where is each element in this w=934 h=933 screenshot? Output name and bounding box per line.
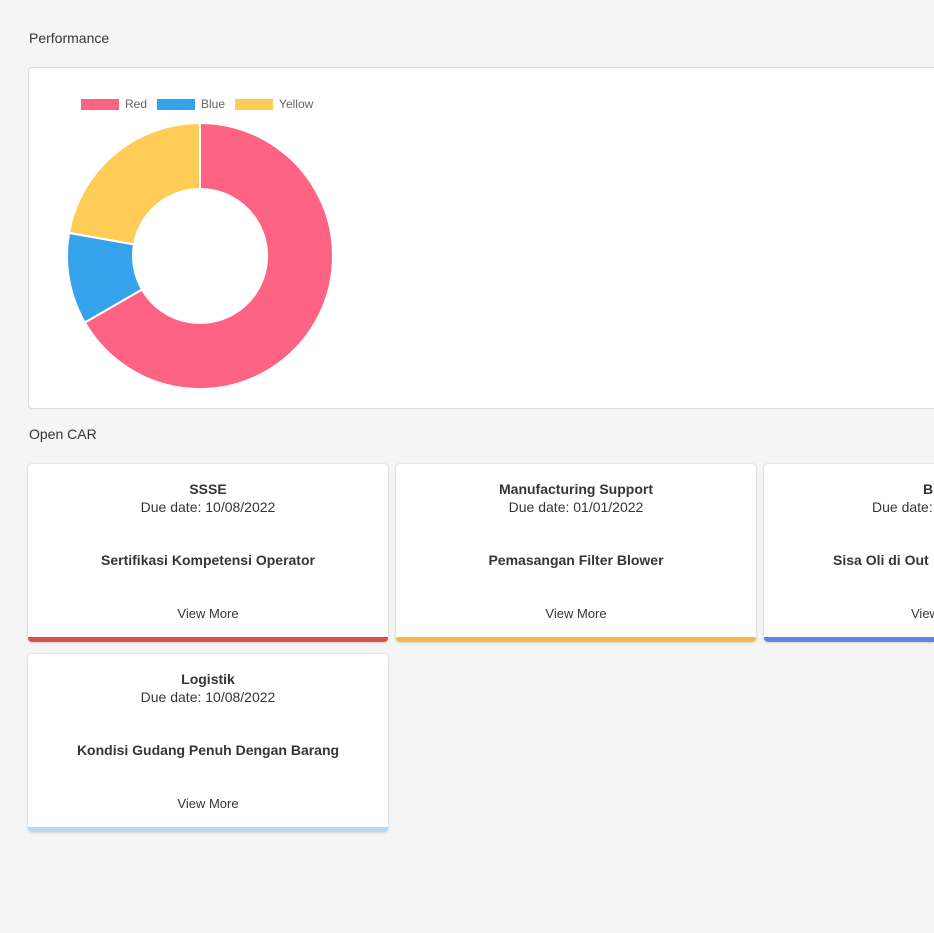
open-car-title: Open CAR [29,426,97,442]
donut-slice-red[interactable] [83,122,334,390]
view-more-link[interactable]: View More [177,606,239,621]
card-department: B [764,481,934,497]
legend-item-blue[interactable]: Blue [157,97,225,111]
card-department-text: B [923,481,934,497]
legend-swatch-blue [157,98,196,110]
chart-legend: Red Blue Yellow [81,97,323,111]
legend-label-blue: Blue [201,97,226,111]
car-card-ssse: SSSE Due date: 10/08/2022 Sertifikasi Ko… [28,464,388,642]
view-more-link[interactable]: View [911,606,934,621]
legend-swatch-yellow [235,98,274,110]
view-more-link[interactable]: View More [177,796,239,811]
performance-chart-panel: Red Blue Yellow [28,67,934,409]
view-more-link[interactable]: View More [545,606,607,621]
legend-item-yellow[interactable]: Yellow [235,97,313,111]
legend-item-red[interactable]: Red [81,97,147,111]
legend-label-red: Red [125,97,148,111]
donut-chart [66,122,334,390]
card-due-date: Due date: 10/08/2022 [140,689,276,705]
card-department: SSSE [189,481,227,497]
card-accent-bar [28,637,388,642]
card-subject: Kondisi Gudang Penuh Dengan Barang [76,742,340,758]
legend-swatch-red [81,98,119,110]
legend-label-yellow: Yellow [279,97,314,111]
card-subject: Pemasangan Filter Blower [488,552,664,568]
performance-title: Performance [29,30,110,46]
car-card-logistik: Logistik Due date: 10/08/2022 Kondisi Gu… [28,654,388,832]
card-due-date: Due date: [872,499,933,515]
card-accent-bar [396,637,756,642]
card-due-date: Due date: 01/01/2022 [508,499,644,515]
donut-slice-yellow[interactable] [67,122,201,246]
card-subject: Sertifikasi Kompetensi Operator [101,552,315,568]
card-accent-bar [764,637,934,642]
car-card-manufacturing-support: Manufacturing Support Due date: 01/01/20… [396,464,756,642]
card-due-date: Due date: 10/08/2022 [140,499,276,515]
card-subject: Sisa Oli di Out [833,552,929,568]
card-accent-bar [28,827,388,832]
card-department: Logistik [181,671,235,687]
car-card-partial: B Due date: Sisa Oli di Out View [764,464,934,642]
card-department: Manufacturing Support [499,481,653,497]
